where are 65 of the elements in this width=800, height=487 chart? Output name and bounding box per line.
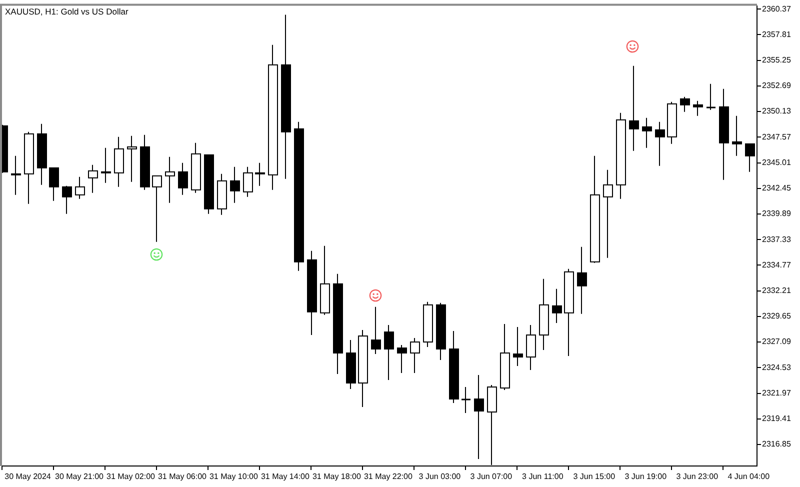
y-tick-label: 2319.41: [762, 414, 792, 424]
y-tick-label: 2324.53: [762, 362, 792, 372]
candlestick: [178, 162, 188, 196]
candlestick: [629, 65, 639, 152]
x-tick-label: 3 Jun 11:00: [522, 472, 564, 482]
y-tick-label: 2357.81: [762, 30, 792, 39]
y-tick-label: 2327.09: [762, 337, 792, 346]
candlestick: [152, 175, 162, 242]
candlestick: [603, 169, 613, 258]
x-tick-label: 31 May 18:00: [312, 472, 362, 482]
candlestick: [75, 176, 85, 200]
y-tick-label: 2339.89: [762, 209, 792, 218]
candlestick: [642, 117, 652, 148]
candlestick: [397, 344, 407, 374]
x-tick-label: 4 Jun 04:00: [728, 472, 770, 482]
candlestick: [165, 156, 175, 204]
candlestick: [526, 324, 536, 370]
candlestick: [680, 96, 690, 112]
candlestick: [552, 288, 562, 324]
candlestick: [474, 374, 484, 460]
y-tick-label: 2332.21: [762, 286, 792, 296]
candlestick: [693, 100, 703, 116]
y-tick-label: 2345.01: [762, 158, 792, 167]
x-tick-label: 3 Jun 07:00: [470, 472, 513, 482]
x-tick-label: 3 Jun 03:00: [418, 472, 462, 482]
candlestick: [49, 167, 59, 202]
x-tick-label: 31 May 02:00: [106, 472, 156, 482]
candlestick: [371, 306, 381, 354]
y-tick-label: 2329.65: [762, 312, 792, 321]
candlestick: [127, 135, 137, 182]
y-tick-label: 2360.37: [762, 4, 792, 14]
x-tick-label: 30 May 2024: [4, 472, 52, 482]
candlestick: [577, 246, 587, 314]
candlestick: [655, 121, 665, 166]
candlestick: [11, 155, 21, 196]
x-tick-label: 3 Jun 15:00: [573, 472, 616, 482]
x-tick-label: 31 May 10:00: [209, 472, 258, 482]
candlestick: [243, 166, 253, 198]
x-tick-label: 3 Jun 19:00: [624, 472, 668, 482]
y-tick-label: 2334.77: [762, 260, 792, 270]
candlestick: [513, 326, 523, 366]
candlestick: [88, 164, 98, 194]
y-tick-label: 2355.25: [762, 56, 792, 65]
x-tick-label: 31 May 06:00: [158, 472, 208, 482]
y-tick-label: 2350.13: [762, 106, 792, 116]
y-tick-label: 2347.57: [762, 132, 792, 142]
candlestick: [230, 166, 240, 204]
chart-title: XAUUSD, H1: Gold vs US Dollar: [5, 6, 128, 16]
candlestick: [732, 115, 742, 156]
x-tick-label: 30 May 21:00: [54, 472, 104, 482]
candlestick: [101, 147, 111, 184]
candlestick: [384, 324, 394, 380]
y-tick-label: 2316.85: [762, 440, 792, 449]
candlestick: [706, 83, 716, 110]
y-tick-label: 2342.45: [762, 184, 792, 193]
candlestick: [460, 386, 472, 414]
candlestick: [255, 162, 265, 186]
x-tick-label: 31 May 14:00: [260, 472, 310, 482]
x-tick-label: 3 Jun 23:00: [676, 472, 719, 482]
y-tick-label: 2337.33: [762, 234, 792, 244]
candlestick: [410, 337, 420, 374]
x-tick-label: 31 May 22:00: [364, 472, 413, 482]
candlestick: [62, 185, 72, 214]
y-tick-label: 2321.97: [762, 388, 792, 398]
y-tick-label: 2352.69: [762, 81, 792, 90]
